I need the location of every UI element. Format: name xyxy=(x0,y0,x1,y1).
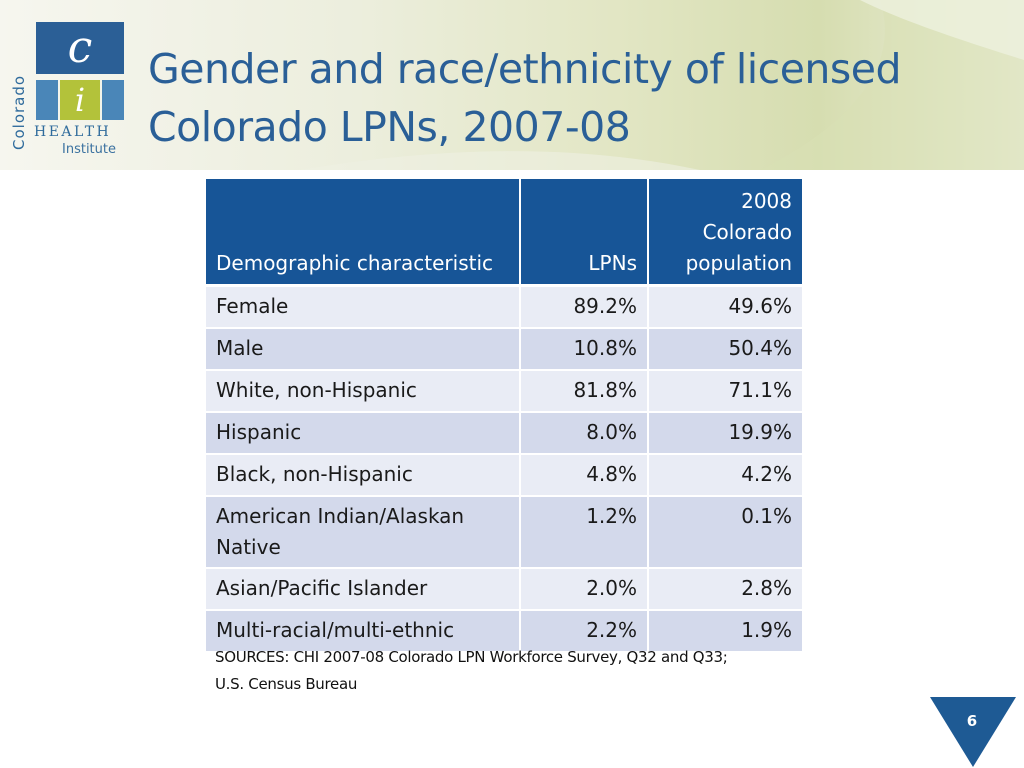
logo-health-text: HEALTH xyxy=(34,124,112,140)
cell-characteristic: Hispanic xyxy=(206,412,521,455)
demographics-table: Demographic characteristic LPNs 2008 Col… xyxy=(206,179,802,653)
cell-lpns: 4.8% xyxy=(520,454,649,497)
cell-population: 19.9% xyxy=(648,412,802,455)
page-number-marker xyxy=(930,697,1016,767)
cell-characteristic: White, non-Hispanic xyxy=(206,370,521,413)
cell-population: 1.9% xyxy=(648,610,802,653)
cell-characteristic: Male xyxy=(206,328,521,371)
cell-lpns: 2.2% xyxy=(520,610,649,653)
logo-c-letter: c xyxy=(67,22,93,73)
cell-lpns: 2.0% xyxy=(520,568,649,611)
logo-left-bar xyxy=(36,80,58,120)
cell-characteristic: Black, non-Hispanic xyxy=(206,454,521,497)
table-row: Black, non-Hispanic 4.8% 4.2% xyxy=(206,454,802,497)
column-header-colorado-population: 2008 Colorado population xyxy=(648,179,802,287)
logo-colorado-text: Colorado xyxy=(10,74,28,150)
cell-characteristic: Female xyxy=(206,285,521,329)
logo-right-bar xyxy=(102,80,124,120)
cell-characteristic: Asian/Pacific Islander xyxy=(206,568,521,611)
cell-lpns: 1.2% xyxy=(520,496,649,569)
cell-lpns: 10.8% xyxy=(520,328,649,371)
cell-population: 0.1% xyxy=(648,496,802,569)
logo-institute-text: Institute xyxy=(62,142,116,157)
table-row: Female 89.2% 49.6% xyxy=(206,285,802,329)
slide-title: Gender and race/ethnicity of licensed Co… xyxy=(148,40,968,156)
table-header-row: Demographic characteristic LPNs 2008 Col… xyxy=(206,179,802,287)
table-row: White, non-Hispanic 81.8% 71.1% xyxy=(206,370,802,413)
sources-line-1: SOURCES: CHI 2007-08 Colorado LPN Workfo… xyxy=(215,648,728,666)
sources-line-2: U.S. Census Bureau xyxy=(215,675,358,693)
cell-characteristic: Multi-racial/multi-ethnic xyxy=(206,610,521,653)
cell-population: 2.8% xyxy=(648,568,802,611)
header-band xyxy=(0,0,1024,170)
logo-i-letter: i xyxy=(74,81,86,119)
table-row: Multi-racial/multi-ethnic 2.2% 1.9% xyxy=(206,610,802,653)
cell-population: 4.2% xyxy=(648,454,802,497)
table-row: American Indian/Alaskan Native 1.2% 0.1% xyxy=(206,496,802,569)
cell-population: 49.6% xyxy=(648,285,802,329)
cell-lpns: 89.2% xyxy=(520,285,649,329)
colorado-health-institute-logo: Colorado c i HEALTH Institute xyxy=(0,0,140,170)
sources-note: SOURCES: CHI 2007-08 Colorado LPN Workfo… xyxy=(215,644,855,698)
page-number: 6 xyxy=(966,712,978,730)
slide-title-line-2: Colorado LPNs, 2007-08 xyxy=(148,103,631,151)
table-row: Male 10.8% 50.4% xyxy=(206,328,802,371)
table-row: Hispanic 8.0% 19.9% xyxy=(206,412,802,455)
logo-i-block: i xyxy=(60,80,100,120)
logo-c-block: c xyxy=(36,22,124,74)
cell-population: 50.4% xyxy=(648,328,802,371)
column-header-characteristic: Demographic characteristic xyxy=(206,179,521,287)
slide-title-line-1: Gender and race/ethnicity of licensed xyxy=(148,45,902,93)
cell-lpns: 81.8% xyxy=(520,370,649,413)
cell-population: 71.1% xyxy=(648,370,802,413)
cell-lpns: 8.0% xyxy=(520,412,649,455)
table-row: Asian/Pacific Islander 2.0% 2.8% xyxy=(206,568,802,611)
column-header-lpns: LPNs xyxy=(520,179,649,287)
cell-characteristic: American Indian/Alaskan Native xyxy=(206,496,521,569)
header-swoosh-decoration xyxy=(0,0,1024,170)
